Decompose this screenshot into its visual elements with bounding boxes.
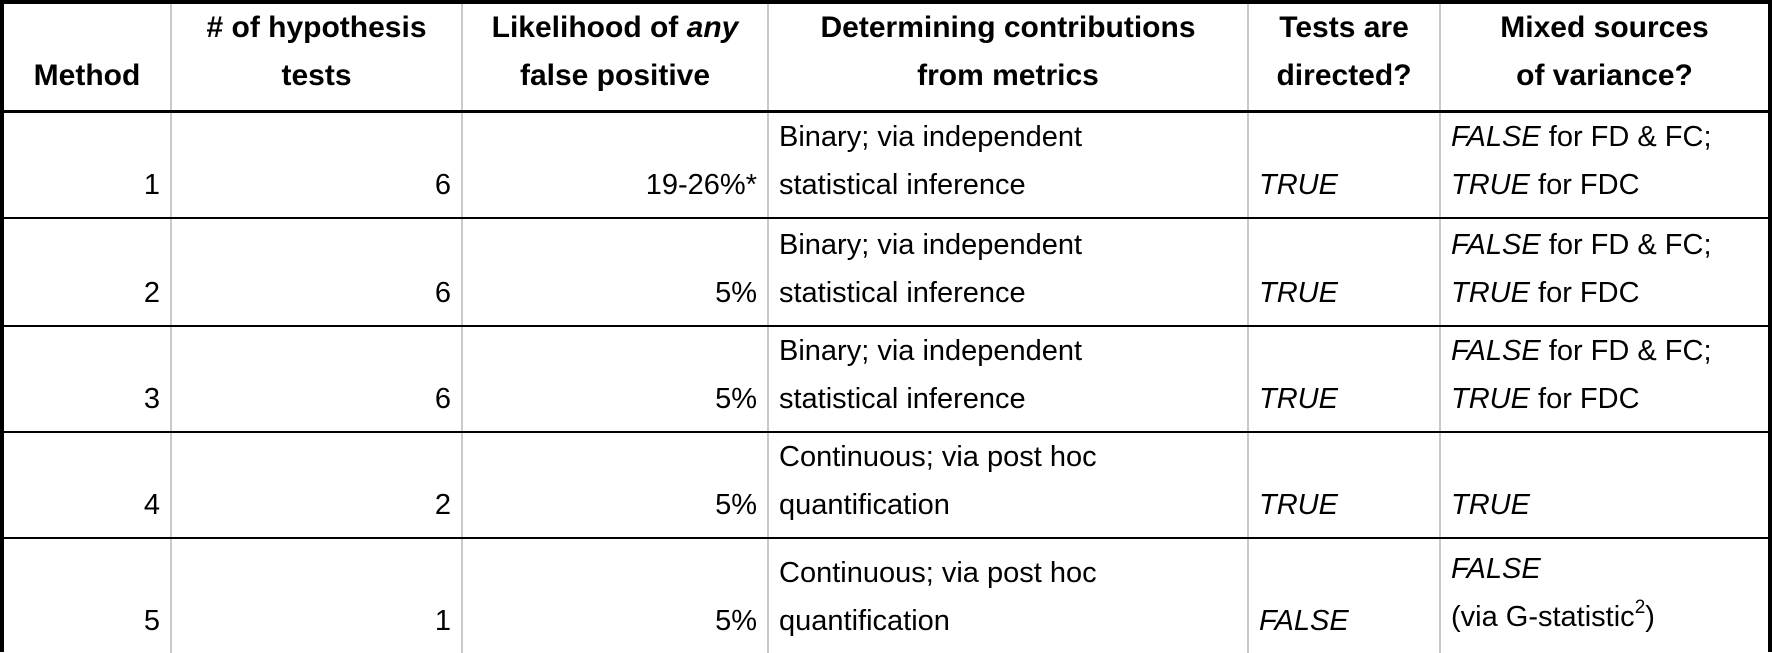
cell-method: 1 <box>4 111 171 219</box>
mixed-value: TRUE <box>1451 489 1530 521</box>
mixed-note: for FD & FC; <box>1540 121 1712 153</box>
cell-line: (via G-statistic2) <box>1451 593 1758 645</box>
cell-line: FALSE for FD & FC; <box>1451 327 1758 375</box>
superscript-footnote: 2 <box>1634 597 1646 618</box>
cell-likelihood: 5% <box>461 538 768 653</box>
header-line: false positive <box>519 59 711 92</box>
cell-directed: TRUE <box>1247 326 1440 433</box>
mixed-note: ) <box>1645 601 1655 633</box>
mixed-value: FALSE <box>1451 121 1541 153</box>
header-tests: # of hypothesis tests <box>170 4 462 113</box>
mixed-note: (via G-statistic <box>1451 601 1635 633</box>
cell-contributions: Binary; via independent statistical infe… <box>767 111 1248 219</box>
mixed-note: for FDC <box>1529 383 1640 415</box>
cell-directed: TRUE <box>1247 111 1440 219</box>
table-row: 2 6 5% Binary; via independent statistic… <box>4 218 1768 327</box>
header-line: Likelihood of any <box>473 4 757 52</box>
cell-line: Continuous; via post hoc <box>779 441 1097 473</box>
mixed-value: TRUE <box>1451 169 1530 201</box>
cell-mixed: FALSE for FD & FC; TRUE for FDC <box>1439 326 1768 433</box>
cell-line: quantification <box>779 605 950 637</box>
header-line: Tests are <box>1279 11 1409 44</box>
table-row: 3 6 5% Binary; via independent statistic… <box>4 326 1768 433</box>
cell-tests: 6 <box>170 111 462 219</box>
cell-likelihood: 5% <box>461 432 768 539</box>
mixed-value: TRUE <box>1451 277 1530 309</box>
cell-method: 3 <box>4 326 171 433</box>
methods-comparison-table: Method # of hypothesis tests Likelihood … <box>4 4 1768 653</box>
mixed-note: for FDC <box>1529 169 1640 201</box>
header-directed: Tests are directed? <box>1247 4 1440 113</box>
cell-line: FALSE for FD & FC; <box>1451 221 1758 269</box>
cell-line: quantification <box>779 489 950 521</box>
header-text-italic: any <box>686 11 739 44</box>
cell-mixed: TRUE <box>1439 432 1768 539</box>
cell-contributions: Binary; via independent statistical infe… <box>767 218 1248 327</box>
header-likelihood: Likelihood of any false positive <box>461 4 768 113</box>
cell-contributions: Binary; via independent statistical infe… <box>767 326 1248 433</box>
table-row: 4 2 5% Continuous; via post hoc quantifi… <box>4 432 1768 539</box>
mixed-value: FALSE <box>1451 553 1541 585</box>
header-mixed: Mixed sources of variance? <box>1439 4 1768 113</box>
table-row: 1 6 19-26%* Binary; via independent stat… <box>4 111 1768 219</box>
header-method: Method <box>4 4 171 113</box>
mixed-value: FALSE <box>1451 335 1541 367</box>
cell-line: TRUE for FDC <box>1451 269 1758 317</box>
cell-line: TRUE <box>1451 481 1758 529</box>
header-text: Likelihood of <box>491 11 687 44</box>
cell-line: statistical inference <box>779 277 1026 309</box>
header-line: # of hypothesis <box>206 11 427 44</box>
header-line: directed? <box>1276 59 1412 92</box>
header-line: tests <box>281 59 352 92</box>
cell-likelihood: 19-26%* <box>461 111 768 219</box>
cell-tests: 6 <box>170 218 462 327</box>
header-line: Method <box>33 59 141 92</box>
cell-tests: 6 <box>170 326 462 433</box>
cell-mixed: FALSE for FD & FC; TRUE for FDC <box>1439 111 1768 219</box>
cell-likelihood: 5% <box>461 218 768 327</box>
header-row: Method # of hypothesis tests Likelihood … <box>4 4 1768 113</box>
mixed-note: for FD & FC; <box>1540 229 1712 261</box>
table-row: 5 1 5% Continuous; via post hoc quantifi… <box>4 538 1768 653</box>
header-line: of variance? <box>1516 59 1693 92</box>
cell-line: TRUE for FDC <box>1451 375 1758 423</box>
cell-line: FALSE <box>1451 545 1758 593</box>
cell-tests: 2 <box>170 432 462 539</box>
cell-method: 2 <box>4 218 171 327</box>
cell-mixed: FALSE (via G-statistic2) <box>1439 538 1768 653</box>
header-line: from metrics <box>917 59 1099 92</box>
cell-directed: TRUE <box>1247 432 1440 539</box>
cell-line: Continuous; via post hoc <box>779 557 1097 589</box>
cell-directed: TRUE <box>1247 218 1440 327</box>
cell-contributions: Continuous; via post hoc quantification <box>767 538 1248 653</box>
cell-line: TRUE for FDC <box>1451 161 1758 209</box>
cell-mixed: FALSE for FD & FC; TRUE for FDC <box>1439 218 1768 327</box>
mixed-value: TRUE <box>1451 383 1530 415</box>
cell-line: FALSE for FD & FC; <box>1451 113 1758 161</box>
header-contributions: Determining contributions from metrics <box>767 4 1248 113</box>
header-line: Determining contributions <box>820 11 1196 44</box>
cell-likelihood: 5% <box>461 326 768 433</box>
cell-tests: 1 <box>170 538 462 653</box>
cell-line: statistical inference <box>779 383 1026 415</box>
mixed-value: FALSE <box>1451 229 1541 261</box>
cell-line: statistical inference <box>779 169 1026 201</box>
mixed-note: for FD & FC; <box>1540 335 1712 367</box>
cell-line: Binary; via independent <box>779 121 1083 153</box>
header-line: Mixed sources <box>1500 11 1709 44</box>
cell-directed: FALSE <box>1247 538 1440 653</box>
cell-line: Binary; via independent <box>779 335 1083 367</box>
cell-method: 4 <box>4 432 171 539</box>
cell-contributions: Continuous; via post hoc quantification <box>767 432 1248 539</box>
cell-line: Binary; via independent <box>779 229 1083 261</box>
mixed-note: for FDC <box>1529 277 1640 309</box>
cell-method: 5 <box>143 605 160 637</box>
